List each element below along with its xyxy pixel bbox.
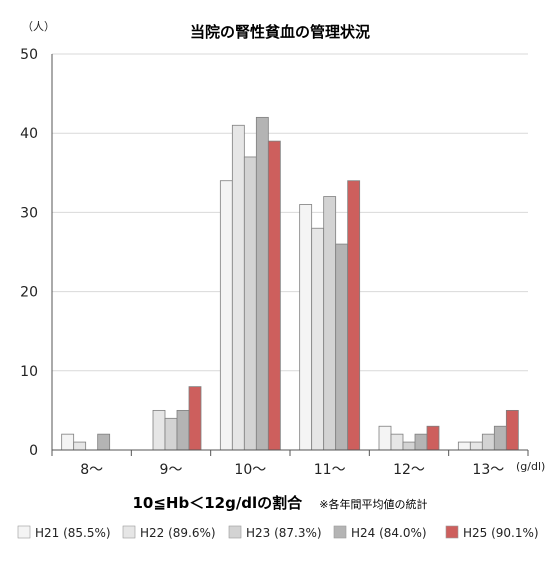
x-axis-unit: (g/dl) bbox=[516, 460, 545, 473]
x-tick-label: 11～ bbox=[314, 462, 346, 478]
chart-subtitle: 10≦Hb＜12g/dlの割合 bbox=[132, 494, 303, 512]
gridlines bbox=[52, 53, 528, 372]
bar bbox=[267, 140, 281, 451]
legend: H21 (85.5%) H22 (89.6%) H23 (87.3%) H24 (84… bbox=[17, 525, 539, 540]
chart-note: ※各年間平均値の統計 bbox=[319, 497, 427, 511]
legend-swatch bbox=[122, 525, 136, 539]
bar bbox=[299, 204, 313, 451]
bar bbox=[188, 386, 202, 451]
bar bbox=[255, 116, 269, 451]
bar bbox=[323, 196, 337, 451]
axes bbox=[51, 54, 529, 456]
chart-subtitle-line: 10≦Hb＜12g/dlの割合 ※各年間平均値の統計 bbox=[132, 493, 427, 512]
legend-entry: H22 (89.6%) bbox=[122, 525, 216, 540]
legend-label: H25 (90.1%) bbox=[463, 526, 539, 540]
x-tick-label: 10～ bbox=[234, 462, 266, 478]
x-axis-ticks: 8～ 9～ 10～ 11～ 12～ 13～ bbox=[80, 462, 504, 478]
legend-label: H24 (84.0%) bbox=[351, 526, 427, 540]
y-tick-label: 10 bbox=[20, 364, 38, 380]
bar bbox=[347, 180, 361, 451]
y-tick-label: 20 bbox=[20, 285, 38, 301]
bar bbox=[335, 243, 349, 451]
bar bbox=[97, 433, 111, 451]
y-axis-ticks: 0 10 20 30 40 50 bbox=[20, 47, 38, 459]
bar bbox=[176, 409, 190, 451]
chart-title: 当院の腎性貧血の管理状況 bbox=[190, 23, 370, 41]
bar bbox=[61, 433, 75, 451]
legend-swatch bbox=[445, 525, 459, 539]
bar bbox=[231, 124, 245, 451]
x-tick-label: 12～ bbox=[393, 462, 425, 478]
bar bbox=[243, 156, 257, 451]
bar bbox=[414, 433, 428, 451]
bar bbox=[505, 409, 519, 451]
y-tick-label: 0 bbox=[29, 443, 38, 459]
legend-swatch bbox=[17, 525, 31, 539]
bar bbox=[481, 433, 495, 451]
x-tick-label: 13～ bbox=[472, 462, 504, 478]
x-tick-label: 9～ bbox=[160, 462, 183, 478]
bar bbox=[311, 227, 325, 451]
legend-label: H21 (85.5%) bbox=[35, 526, 111, 540]
legend-entry: H23 (87.3%) bbox=[228, 525, 322, 540]
x-tick-label: 8～ bbox=[80, 462, 103, 478]
legend-swatch bbox=[228, 525, 242, 539]
bar bbox=[73, 441, 87, 451]
bar bbox=[493, 425, 507, 451]
legend-entry: H21 (85.5%) bbox=[17, 525, 111, 540]
bar bbox=[390, 433, 404, 451]
y-tick-label: 30 bbox=[20, 205, 38, 221]
bar bbox=[152, 409, 166, 451]
bar bbox=[164, 417, 178, 451]
legend-swatch bbox=[333, 525, 347, 539]
bars bbox=[61, 116, 519, 451]
y-axis-unit: （人） bbox=[22, 20, 55, 33]
bar bbox=[378, 425, 392, 451]
bar bbox=[457, 441, 471, 451]
bar bbox=[426, 425, 440, 451]
legend-label: H22 (89.6%) bbox=[140, 526, 216, 540]
legend-entry: H24 (84.0%) bbox=[333, 525, 427, 540]
legend-label: H23 (87.3%) bbox=[246, 526, 322, 540]
y-tick-label: 50 bbox=[20, 47, 38, 63]
legend-entry: H25 (90.1%) bbox=[445, 525, 539, 540]
bar bbox=[219, 180, 233, 451]
bar bbox=[469, 441, 483, 451]
bar bbox=[402, 441, 416, 451]
y-tick-label: 40 bbox=[20, 126, 38, 142]
